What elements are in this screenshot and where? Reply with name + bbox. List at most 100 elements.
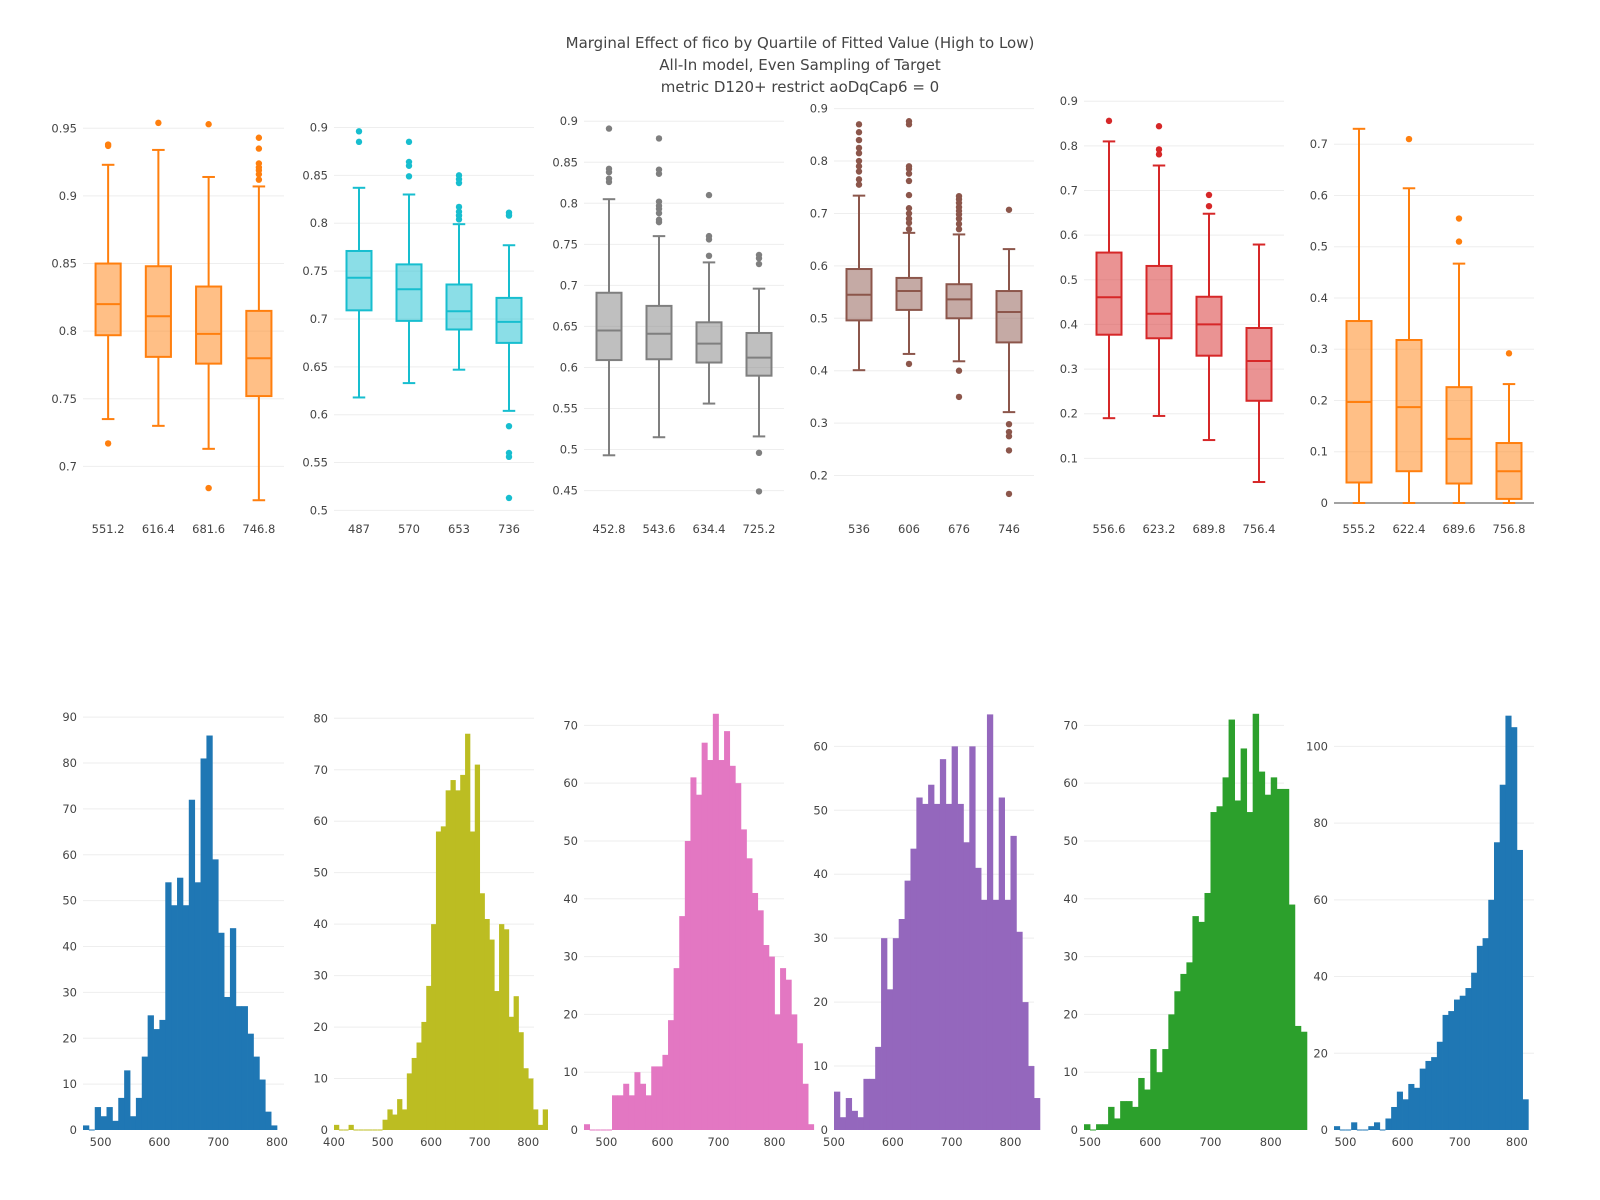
- box: [645, 135, 673, 439]
- x-tick-label: 600: [420, 1135, 442, 1149]
- outlier-point: [255, 176, 263, 183]
- y-tick-label: 40: [62, 940, 77, 954]
- box: [995, 206, 1023, 498]
- y-tick-label: 0.45: [552, 484, 578, 498]
- y-tick-label: 30: [1063, 950, 1078, 964]
- outlier-point: [855, 157, 863, 165]
- histogram-bar: [1282, 788, 1290, 1130]
- y-tick-label: 0.75: [302, 264, 328, 278]
- x-tick-label: 600: [148, 1135, 170, 1149]
- y-tick-label: 0: [1321, 496, 1328, 510]
- outlier-point: [505, 449, 513, 457]
- y-tick-label: 70: [1063, 718, 1078, 732]
- x-tick-label: 746: [998, 522, 1020, 536]
- x-tick-label: 725.2: [743, 522, 776, 536]
- histogram-bar: [401, 1109, 408, 1130]
- x-tick-label: 800: [763, 1135, 785, 1149]
- outlier-point: [1155, 151, 1163, 158]
- outlier-point: [705, 232, 713, 240]
- histogram-bar: [1192, 916, 1199, 1130]
- y-tick-label: 0.8: [560, 196, 578, 210]
- histogram-bar: [791, 1014, 798, 1130]
- histogram-bar: [869, 1078, 876, 1130]
- box-plot-panel: 0 0.1 0.2 0.3 0.4 0.5 0.6 0.7 555.2 622.4 689.6 756…: [1310, 127, 1534, 536]
- histogram-bar: [1198, 921, 1205, 1130]
- histogram-bar: [886, 989, 894, 1130]
- x-tick-label: 600: [651, 1135, 673, 1149]
- y-tick-label: 0.7: [1310, 137, 1328, 151]
- histogram-bar: [785, 979, 792, 1130]
- y-tick-label: 10: [563, 1065, 578, 1079]
- x-tick-label: 536: [848, 522, 870, 536]
- histogram-bar: [1465, 988, 1472, 1130]
- y-tick-label: 0.55: [552, 402, 578, 416]
- outlier-point: [655, 135, 663, 142]
- histogram-bar: [1459, 995, 1466, 1130]
- histogram-bar: [411, 1057, 417, 1130]
- outlier-point: [905, 215, 913, 222]
- y-tick-label: 0.95: [51, 121, 77, 135]
- outlier-point: [655, 216, 663, 223]
- histogram-bar: [718, 760, 725, 1130]
- histogram-bar: [673, 968, 680, 1130]
- histogram-bar: [780, 968, 787, 1130]
- histogram-bar: [1408, 1083, 1415, 1130]
- histogram-bar: [1270, 777, 1278, 1130]
- y-tick-label: 70: [62, 802, 77, 816]
- x-tick-label: 746.8: [242, 522, 275, 536]
- histogram-bar: [1028, 1066, 1035, 1130]
- histogram-bar: [1276, 788, 1284, 1130]
- x-tick-label: 500: [1079, 1135, 1101, 1149]
- histogram-bar: [757, 910, 764, 1130]
- iqr-box: [745, 331, 773, 377]
- outlier-point: [855, 144, 863, 152]
- box: [595, 125, 623, 457]
- histogram-bar: [690, 777, 697, 1130]
- outlier-point: [905, 360, 913, 368]
- iqr-box: [595, 291, 623, 362]
- outlier-point: [355, 128, 363, 135]
- y-tick-label: 0.9: [1060, 94, 1078, 108]
- y-tick-label: 0.3: [1310, 342, 1328, 356]
- outlier-point: [405, 158, 413, 166]
- histogram-bar: [542, 1109, 548, 1130]
- histogram-bar: [247, 1033, 254, 1130]
- outlier-point: [405, 173, 413, 180]
- histogram-bar: [1004, 899, 1011, 1130]
- y-tick-label: 30: [313, 969, 328, 983]
- chart-panels: 0.7 0.75 0.8 0.85 0.9 0.95 551.2 616.4 681.6 746.…: [51, 94, 1534, 1149]
- y-tick-label: 0: [1071, 1123, 1078, 1137]
- y-tick-label: 0.85: [51, 257, 77, 271]
- iqr-box: [395, 263, 423, 322]
- histogram-bar: [1391, 1106, 1398, 1130]
- histogram-bar: [724, 731, 731, 1130]
- histogram-bar: [628, 1095, 635, 1130]
- histogram-bar: [881, 938, 888, 1130]
- histogram-bar: [834, 1091, 841, 1130]
- histogram-bar: [182, 905, 190, 1130]
- y-tick-label: 80: [313, 711, 328, 725]
- histogram-bar: [975, 867, 982, 1130]
- outlier-point: [705, 191, 713, 199]
- histogram-bar: [922, 803, 929, 1130]
- y-tick-label: 0.6: [310, 408, 328, 422]
- histogram-bar: [1258, 771, 1266, 1130]
- histogram-bar: [1096, 1124, 1103, 1130]
- outlier-point: [455, 208, 463, 215]
- outlier-point: [855, 168, 863, 175]
- histogram-bar: [1150, 1049, 1157, 1130]
- histogram-bar: [194, 882, 201, 1130]
- x-tick-label: 616.4: [142, 522, 175, 536]
- outlier-point: [855, 163, 863, 170]
- box: [445, 172, 473, 371]
- histogram-bar: [1132, 1106, 1139, 1130]
- outlier-point: [955, 367, 963, 374]
- y-tick-label: 60: [1313, 893, 1328, 907]
- x-tick-label: 543.6: [643, 522, 676, 536]
- y-tick-label: 20: [563, 1007, 578, 1021]
- y-tick-label: 0.9: [560, 114, 578, 128]
- title-line-3: metric D120+ restrict aoDqCap6 = 0: [661, 78, 939, 96]
- histogram-bar: [235, 1006, 243, 1130]
- x-tick-label: 700: [1449, 1135, 1471, 1149]
- histogram-panel: 0 10 20 30 40 50 60 500 600 700 800: [813, 714, 1041, 1149]
